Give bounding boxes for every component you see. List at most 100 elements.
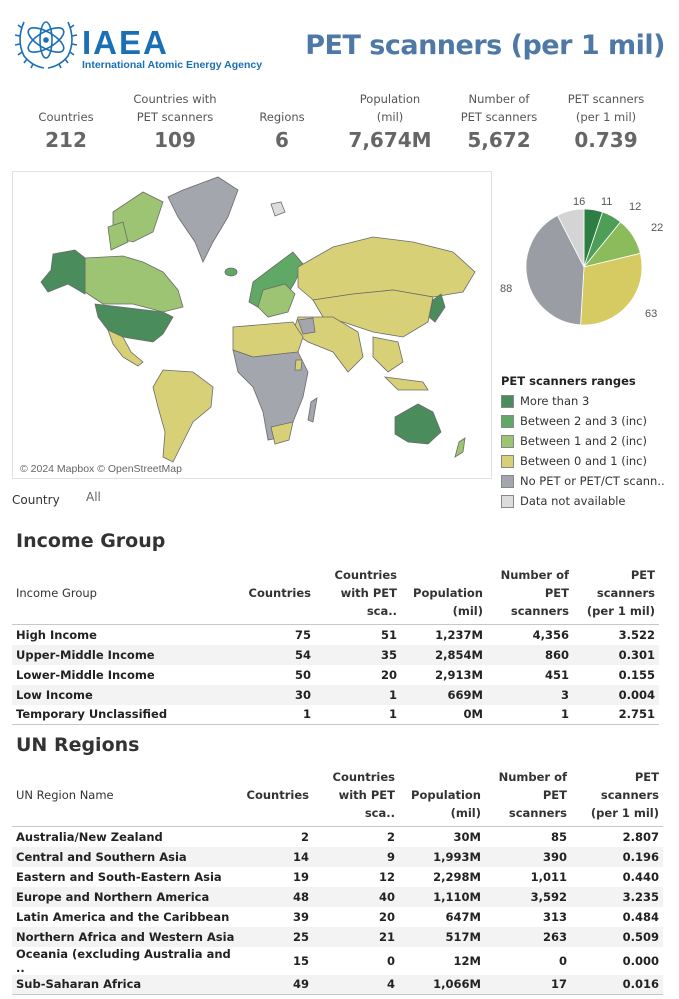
- row-label: Eastern and South-Eastern Asia: [16, 869, 222, 884]
- pie-slice[interactable]: [580, 252, 643, 326]
- country-filter-value[interactable]: All: [86, 490, 101, 504]
- cell-value: 14: [239, 846, 313, 867]
- cell-value: 0: [386, 953, 395, 968]
- cell-value: 49: [239, 974, 313, 995]
- col-countries[interactable]: Countries: [239, 768, 313, 827]
- cell-value: 0.155: [618, 667, 655, 682]
- row-label: Northern Africa and Western Asia: [12, 926, 239, 947]
- col-countries[interactable]: Countries: [241, 566, 315, 625]
- table-row[interactable]: Upper-Middle Income 54 35 2,854M 860 0.301: [12, 644, 659, 665]
- legend-item-more-than-3[interactable]: More than 3: [501, 391, 679, 411]
- legend-label: Between 0 and 1 (inc): [520, 454, 647, 468]
- kpi-countries-with-pet: Countries with PET scanners 109: [122, 90, 228, 152]
- kpi-label: PET scanners: [567, 92, 645, 106]
- kpi-value: 6: [275, 128, 289, 152]
- table-row[interactable]: Central and Southern Asia 14 9 1,993M 390 0.1…: [12, 846, 663, 867]
- cell-value: 1: [487, 704, 573, 725]
- table-row[interactable]: High Income 75 51 1,237M 4,356 3.522: [12, 625, 659, 645]
- kpi-value: 7,674M: [348, 128, 432, 152]
- world-map[interactable]: © 2024 Mapbox © OpenStreetMap: [12, 171, 492, 479]
- table-row[interactable]: Europe and Northern America 48 40 1,110M 3,5…: [12, 886, 663, 907]
- col-number-of-pet[interactable]: Number of PET scanners: [487, 566, 573, 625]
- table-row[interactable]: Australia/New Zealand 2 2 30M 85 2.807: [12, 827, 663, 847]
- kpi-value: 109: [154, 128, 196, 152]
- map-credit: © 2024 Mapbox © OpenStreetMap: [18, 463, 184, 475]
- pie-slice[interactable]: [556, 208, 585, 268]
- table-row[interactable]: Northern Africa and Western Asia 25 21 517M…: [12, 926, 663, 947]
- cell-value: 1,993M: [399, 846, 485, 867]
- cell-value: 1,066M: [399, 974, 485, 995]
- table-row[interactable]: Eastern and South-Eastern Asia 19 12 2,298M…: [12, 867, 663, 887]
- legend-item-between-0-1[interactable]: Between 0 and 1 (inc): [501, 451, 679, 471]
- legend-label: Data not available: [520, 494, 626, 508]
- cell-value: 20: [380, 667, 397, 682]
- cell-value: 2,913M: [435, 667, 483, 682]
- row-label: Low Income: [12, 684, 241, 705]
- un-regions-table: UN Region Name Countries Countries with P…: [12, 768, 663, 995]
- legend: PET scanners ranges More than 3 Between …: [501, 374, 679, 511]
- pie-label: 63: [645, 308, 657, 320]
- swatch-icon: [501, 394, 514, 408]
- col-pet-per-mil[interactable]: PET scanners (per 1 mil): [573, 566, 659, 625]
- cell-value: 1: [315, 704, 401, 725]
- table-row[interactable]: Temporary Unclassified 1 1 0M 1 2.751: [12, 704, 659, 725]
- table-row[interactable]: Low Income 30 1 669M 3 0.004: [12, 684, 659, 705]
- choropleth-map[interactable]: [13, 172, 492, 479]
- row-label: Central and Southern Asia: [12, 846, 239, 867]
- swatch-icon: [501, 454, 514, 468]
- cell-value: 3.522: [618, 627, 655, 642]
- cell-value: 517M: [399, 926, 485, 947]
- col-population[interactable]: Population (mil): [401, 566, 487, 625]
- income-group-table: Income Group Countries Countries with PET…: [12, 566, 659, 725]
- col-number-of-pet[interactable]: Number of PET scanners: [485, 768, 571, 827]
- cell-value: 35: [315, 644, 401, 665]
- pie-label: 16: [573, 196, 585, 208]
- cell-value: 0.440: [622, 869, 659, 884]
- cell-value: 1,011: [530, 869, 567, 884]
- col-countries-with-pet[interactable]: Countries with PET sca..: [315, 566, 401, 625]
- pie-label: 12: [629, 201, 641, 213]
- country-filter-label: Country: [12, 493, 60, 507]
- iaea-emblem-icon: [14, 21, 78, 69]
- cell-value: 263: [485, 926, 571, 947]
- cell-value: 0.196: [571, 846, 663, 867]
- cell-value: 17: [485, 974, 571, 995]
- cell-value: 4: [313, 974, 399, 995]
- cell-value: 0.016: [571, 974, 663, 995]
- table-row[interactable]: Lower-Middle Income 50 20 2,913M 451 0.155: [12, 665, 659, 685]
- col-countries-with-pet[interactable]: Countries with PET sca..: [313, 768, 399, 827]
- legend-title: PET scanners ranges: [501, 374, 636, 388]
- legend-item-no-pet[interactable]: No PET or PET/CT scann..: [501, 471, 679, 491]
- row-label: Oceania (excluding Australia and ..: [16, 946, 231, 975]
- row-label: High Income: [16, 627, 97, 642]
- cell-value: 30M: [453, 829, 481, 844]
- pie-label: 22: [651, 222, 663, 234]
- table-row[interactable]: Latin America and the Caribbean 39 20 647M 3…: [12, 907, 663, 927]
- legend-label: Between 1 and 2 (inc): [520, 434, 647, 448]
- legend-item-between-2-3[interactable]: Between 2 and 3 (inc): [501, 411, 679, 431]
- table-row[interactable]: Oceania (excluding Australia and .. 15 0 12…: [12, 947, 663, 975]
- pie-slice[interactable]: [525, 214, 585, 326]
- cell-value: 860: [487, 644, 573, 665]
- pie-svg[interactable]: 11 12 22 63 88 16: [500, 185, 679, 335]
- row-label: Lower-Middle Income: [16, 667, 155, 682]
- col-pet-per-mil[interactable]: PET scanners (per 1 mil): [571, 768, 663, 827]
- legend-item-between-1-2[interactable]: Between 1 and 2 (inc): [501, 431, 679, 451]
- table-row[interactable]: Sub-Saharan Africa 49 4 1,066M 17 0.016: [12, 974, 663, 995]
- col-population[interactable]: Population (mil): [399, 768, 485, 827]
- cell-value: 40: [313, 886, 399, 907]
- cell-value: 39: [292, 909, 309, 924]
- cell-value: 2,854M: [401, 644, 487, 665]
- col-income-group[interactable]: Income Group: [12, 566, 241, 625]
- cell-value: 3,592: [485, 886, 571, 907]
- col-un-region-name[interactable]: UN Region Name: [12, 768, 239, 827]
- pie-chart[interactable]: 11 12 22 63 88 16: [500, 185, 679, 335]
- legend-label: Between 2 and 3 (inc): [520, 414, 647, 428]
- kpi-label: Number of: [468, 92, 530, 106]
- cell-value: 3.235: [571, 886, 663, 907]
- kpi-regions: Regions 6: [244, 90, 320, 152]
- pie-label: 11: [601, 196, 612, 208]
- row-label: Temporary Unclassified: [12, 704, 241, 725]
- legend-item-not-available[interactable]: Data not available: [501, 491, 679, 511]
- cell-value: 19: [292, 869, 309, 884]
